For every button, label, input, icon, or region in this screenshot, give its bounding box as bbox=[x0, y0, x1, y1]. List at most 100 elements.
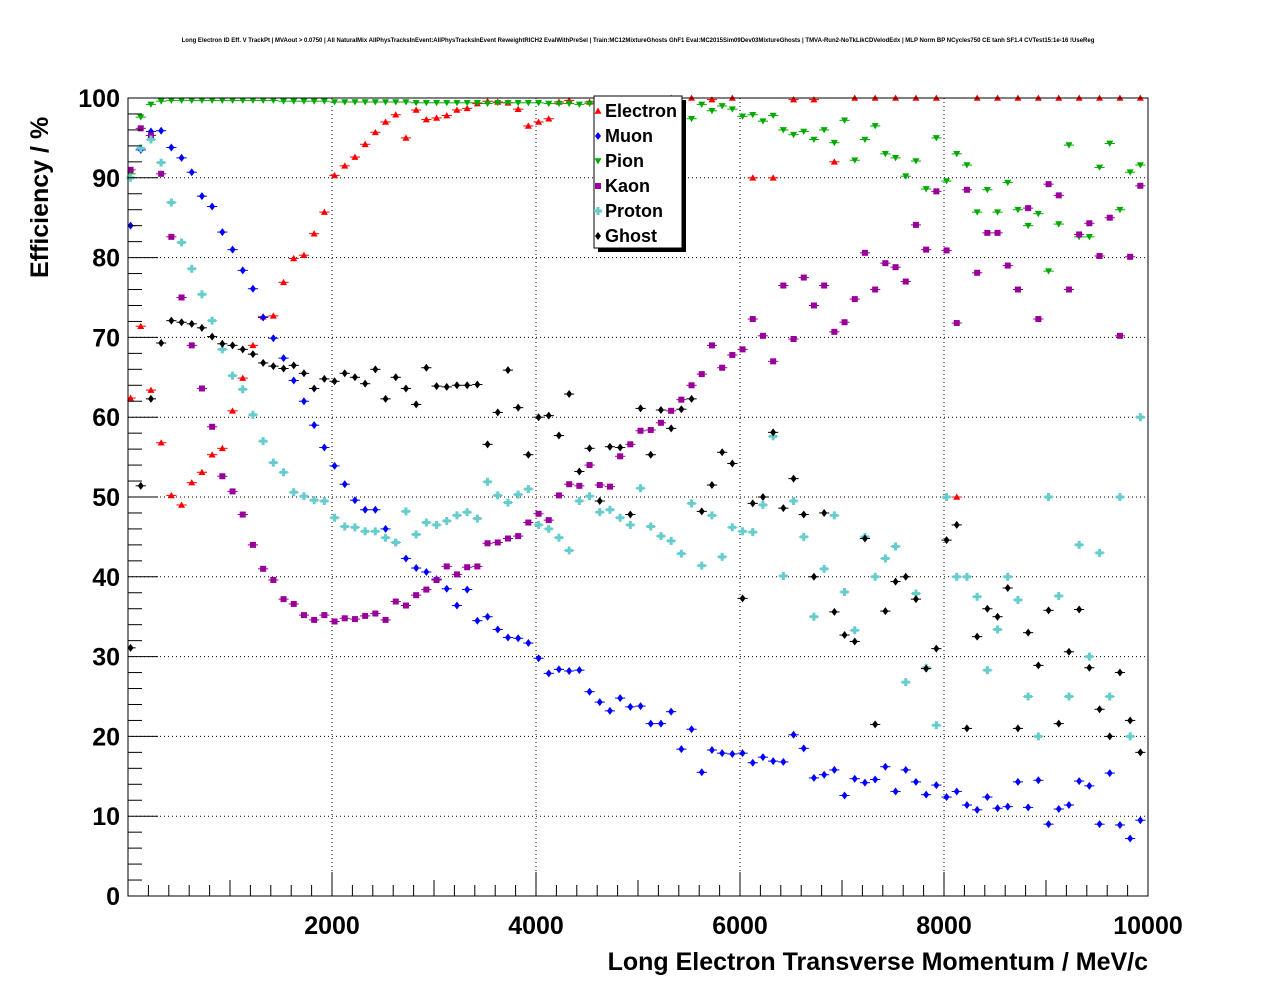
data-point bbox=[983, 666, 992, 675]
data-point bbox=[861, 136, 869, 143]
y-tick-label: 30 bbox=[92, 644, 120, 672]
data-point bbox=[525, 639, 532, 648]
data-point bbox=[993, 625, 1002, 634]
data-point bbox=[708, 96, 716, 103]
data-point bbox=[759, 493, 766, 501]
data-point bbox=[596, 698, 603, 707]
data-point bbox=[1085, 234, 1093, 241]
legend-marker bbox=[594, 158, 602, 165]
data-point bbox=[300, 98, 308, 105]
data-point bbox=[504, 633, 511, 642]
data-point bbox=[820, 127, 828, 134]
y-tick-label: 10 bbox=[92, 803, 120, 831]
data-point bbox=[646, 522, 655, 531]
data-point bbox=[198, 323, 205, 332]
data-point bbox=[280, 98, 288, 105]
data-point bbox=[901, 678, 910, 687]
data-point bbox=[738, 527, 747, 536]
data-point bbox=[627, 510, 634, 519]
data-point bbox=[821, 770, 828, 779]
marker-bar-v bbox=[1057, 591, 1061, 600]
marker-bar-v bbox=[282, 468, 286, 477]
data-point bbox=[974, 805, 981, 814]
data-point bbox=[780, 504, 787, 513]
data-point bbox=[382, 99, 390, 106]
data-point bbox=[576, 482, 583, 489]
data-point bbox=[872, 775, 879, 784]
marker-bar-v bbox=[985, 666, 989, 675]
data-point bbox=[841, 791, 848, 800]
marker-bar-v bbox=[231, 371, 235, 380]
data-point bbox=[443, 563, 450, 570]
data-point bbox=[667, 536, 676, 545]
data-point bbox=[1106, 732, 1113, 741]
data-point bbox=[1014, 286, 1021, 293]
data-point bbox=[554, 533, 563, 542]
data-point bbox=[188, 97, 196, 104]
data-point bbox=[280, 364, 287, 373]
data-point bbox=[953, 520, 960, 529]
data-point bbox=[656, 532, 665, 541]
data-point bbox=[168, 233, 175, 240]
data-point bbox=[892, 264, 899, 271]
data-point bbox=[617, 694, 624, 703]
data-point bbox=[749, 174, 757, 181]
data-point bbox=[871, 123, 879, 130]
data-point bbox=[229, 407, 237, 414]
data-point bbox=[1045, 820, 1052, 829]
data-point bbox=[994, 612, 1001, 621]
data-point bbox=[372, 505, 379, 514]
data-point bbox=[707, 511, 716, 520]
marker-bar-v bbox=[751, 528, 755, 537]
data-point bbox=[1127, 834, 1134, 843]
data-point bbox=[514, 490, 523, 499]
data-point bbox=[637, 702, 644, 711]
data-point bbox=[922, 186, 930, 193]
data-point bbox=[534, 520, 543, 529]
marker-bar-v bbox=[965, 572, 969, 581]
data-point bbox=[780, 757, 787, 766]
data-point bbox=[412, 99, 420, 107]
data-point bbox=[891, 542, 900, 551]
data-point bbox=[973, 592, 982, 601]
data-point bbox=[218, 97, 226, 104]
legend-label: Ghost bbox=[605, 226, 657, 246]
data-point bbox=[372, 365, 379, 374]
data-point bbox=[1096, 705, 1103, 714]
data-point bbox=[300, 251, 308, 259]
data-point bbox=[473, 99, 481, 107]
data-point bbox=[933, 188, 940, 195]
data-point bbox=[606, 483, 613, 490]
marker-bar-v bbox=[210, 316, 214, 325]
data-point bbox=[219, 228, 226, 237]
data-point bbox=[218, 444, 226, 452]
data-point bbox=[422, 99, 430, 107]
data-point bbox=[453, 381, 460, 390]
data-point bbox=[963, 186, 970, 193]
data-point bbox=[279, 468, 288, 477]
data-point bbox=[566, 390, 573, 399]
data-point bbox=[1065, 801, 1072, 810]
data-point bbox=[943, 247, 950, 254]
y-tick-label: 40 bbox=[92, 564, 120, 592]
data-point bbox=[1055, 192, 1062, 199]
marker-bar-v bbox=[312, 496, 316, 505]
data-point bbox=[433, 576, 440, 583]
data-point bbox=[177, 238, 186, 247]
data-point bbox=[576, 666, 583, 675]
data-point bbox=[678, 396, 685, 403]
data-point bbox=[168, 143, 175, 152]
data-point bbox=[1004, 179, 1012, 187]
marker-bar-v bbox=[220, 345, 224, 354]
data-point bbox=[178, 97, 186, 104]
data-point bbox=[759, 753, 766, 762]
marker-bar-v bbox=[486, 477, 490, 486]
data-point bbox=[1116, 668, 1123, 677]
marker-bar-v bbox=[690, 499, 694, 508]
data-point bbox=[902, 765, 909, 774]
data-point bbox=[1024, 692, 1033, 701]
marker-bar-v bbox=[353, 523, 357, 532]
data-point bbox=[585, 492, 594, 501]
data-point bbox=[758, 500, 767, 509]
